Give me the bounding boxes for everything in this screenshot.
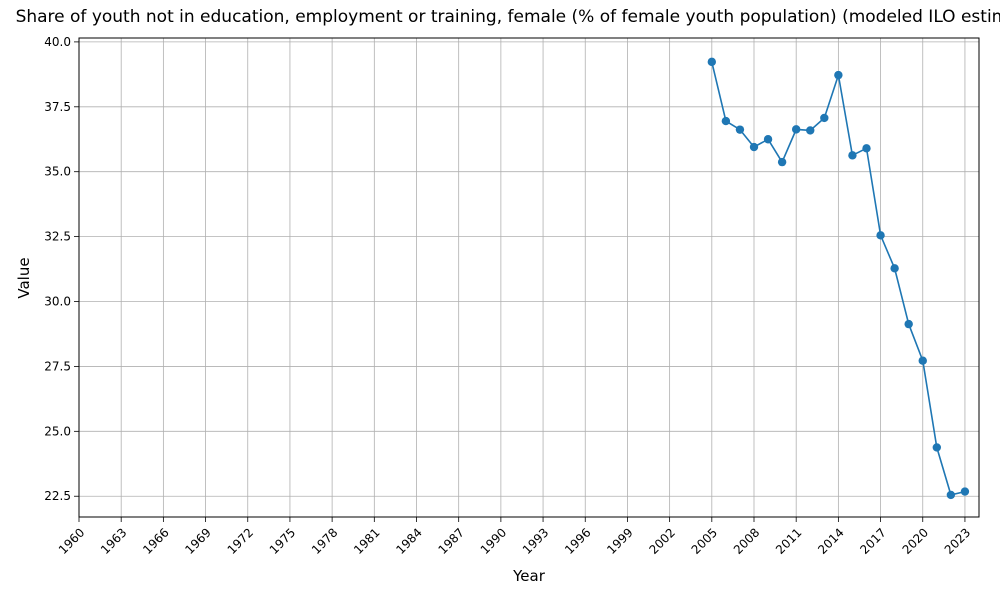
data-point bbox=[749, 142, 759, 152]
data-point bbox=[777, 157, 787, 167]
y-tick-label: 35.0 bbox=[44, 165, 71, 179]
data-point bbox=[932, 443, 942, 452]
y-tick-label: 32.5 bbox=[44, 230, 71, 244]
y-tick-label: 22.5 bbox=[44, 489, 71, 503]
data-point bbox=[834, 70, 843, 80]
data-point bbox=[876, 231, 885, 240]
y-tick-label: 40.0 bbox=[44, 35, 71, 49]
data-point bbox=[806, 126, 815, 135]
data-point bbox=[918, 356, 927, 365]
data-point bbox=[848, 151, 857, 160]
data-point bbox=[707, 57, 717, 67]
grid bbox=[78, 38, 979, 517]
data-point bbox=[960, 487, 970, 496]
plot-area-frame bbox=[78, 37, 980, 518]
series-layer bbox=[707, 57, 970, 500]
x-axis-label: Year bbox=[512, 567, 546, 585]
data-point bbox=[862, 144, 871, 153]
data-point bbox=[735, 125, 745, 134]
y-axis: 22.5 25.0 27.5 30.0 32.5 35.0 37.5 40.0 bbox=[44, 35, 79, 503]
y-axis-label: Value bbox=[15, 257, 33, 298]
y-tick-label: 25.0 bbox=[44, 424, 71, 438]
y-tick-label: 27.5 bbox=[44, 359, 71, 373]
data-point bbox=[890, 264, 899, 273]
data-point bbox=[763, 135, 773, 144]
y-tick-label: 30.0 bbox=[44, 295, 71, 309]
data-point bbox=[791, 125, 801, 134]
y-tick-label: 37.5 bbox=[44, 100, 71, 114]
data-point bbox=[820, 113, 829, 123]
chart-title: Share of youth not in education, employm… bbox=[16, 7, 1000, 27]
data-point bbox=[904, 319, 913, 329]
data-point bbox=[946, 490, 956, 500]
data-point bbox=[721, 116, 731, 126]
